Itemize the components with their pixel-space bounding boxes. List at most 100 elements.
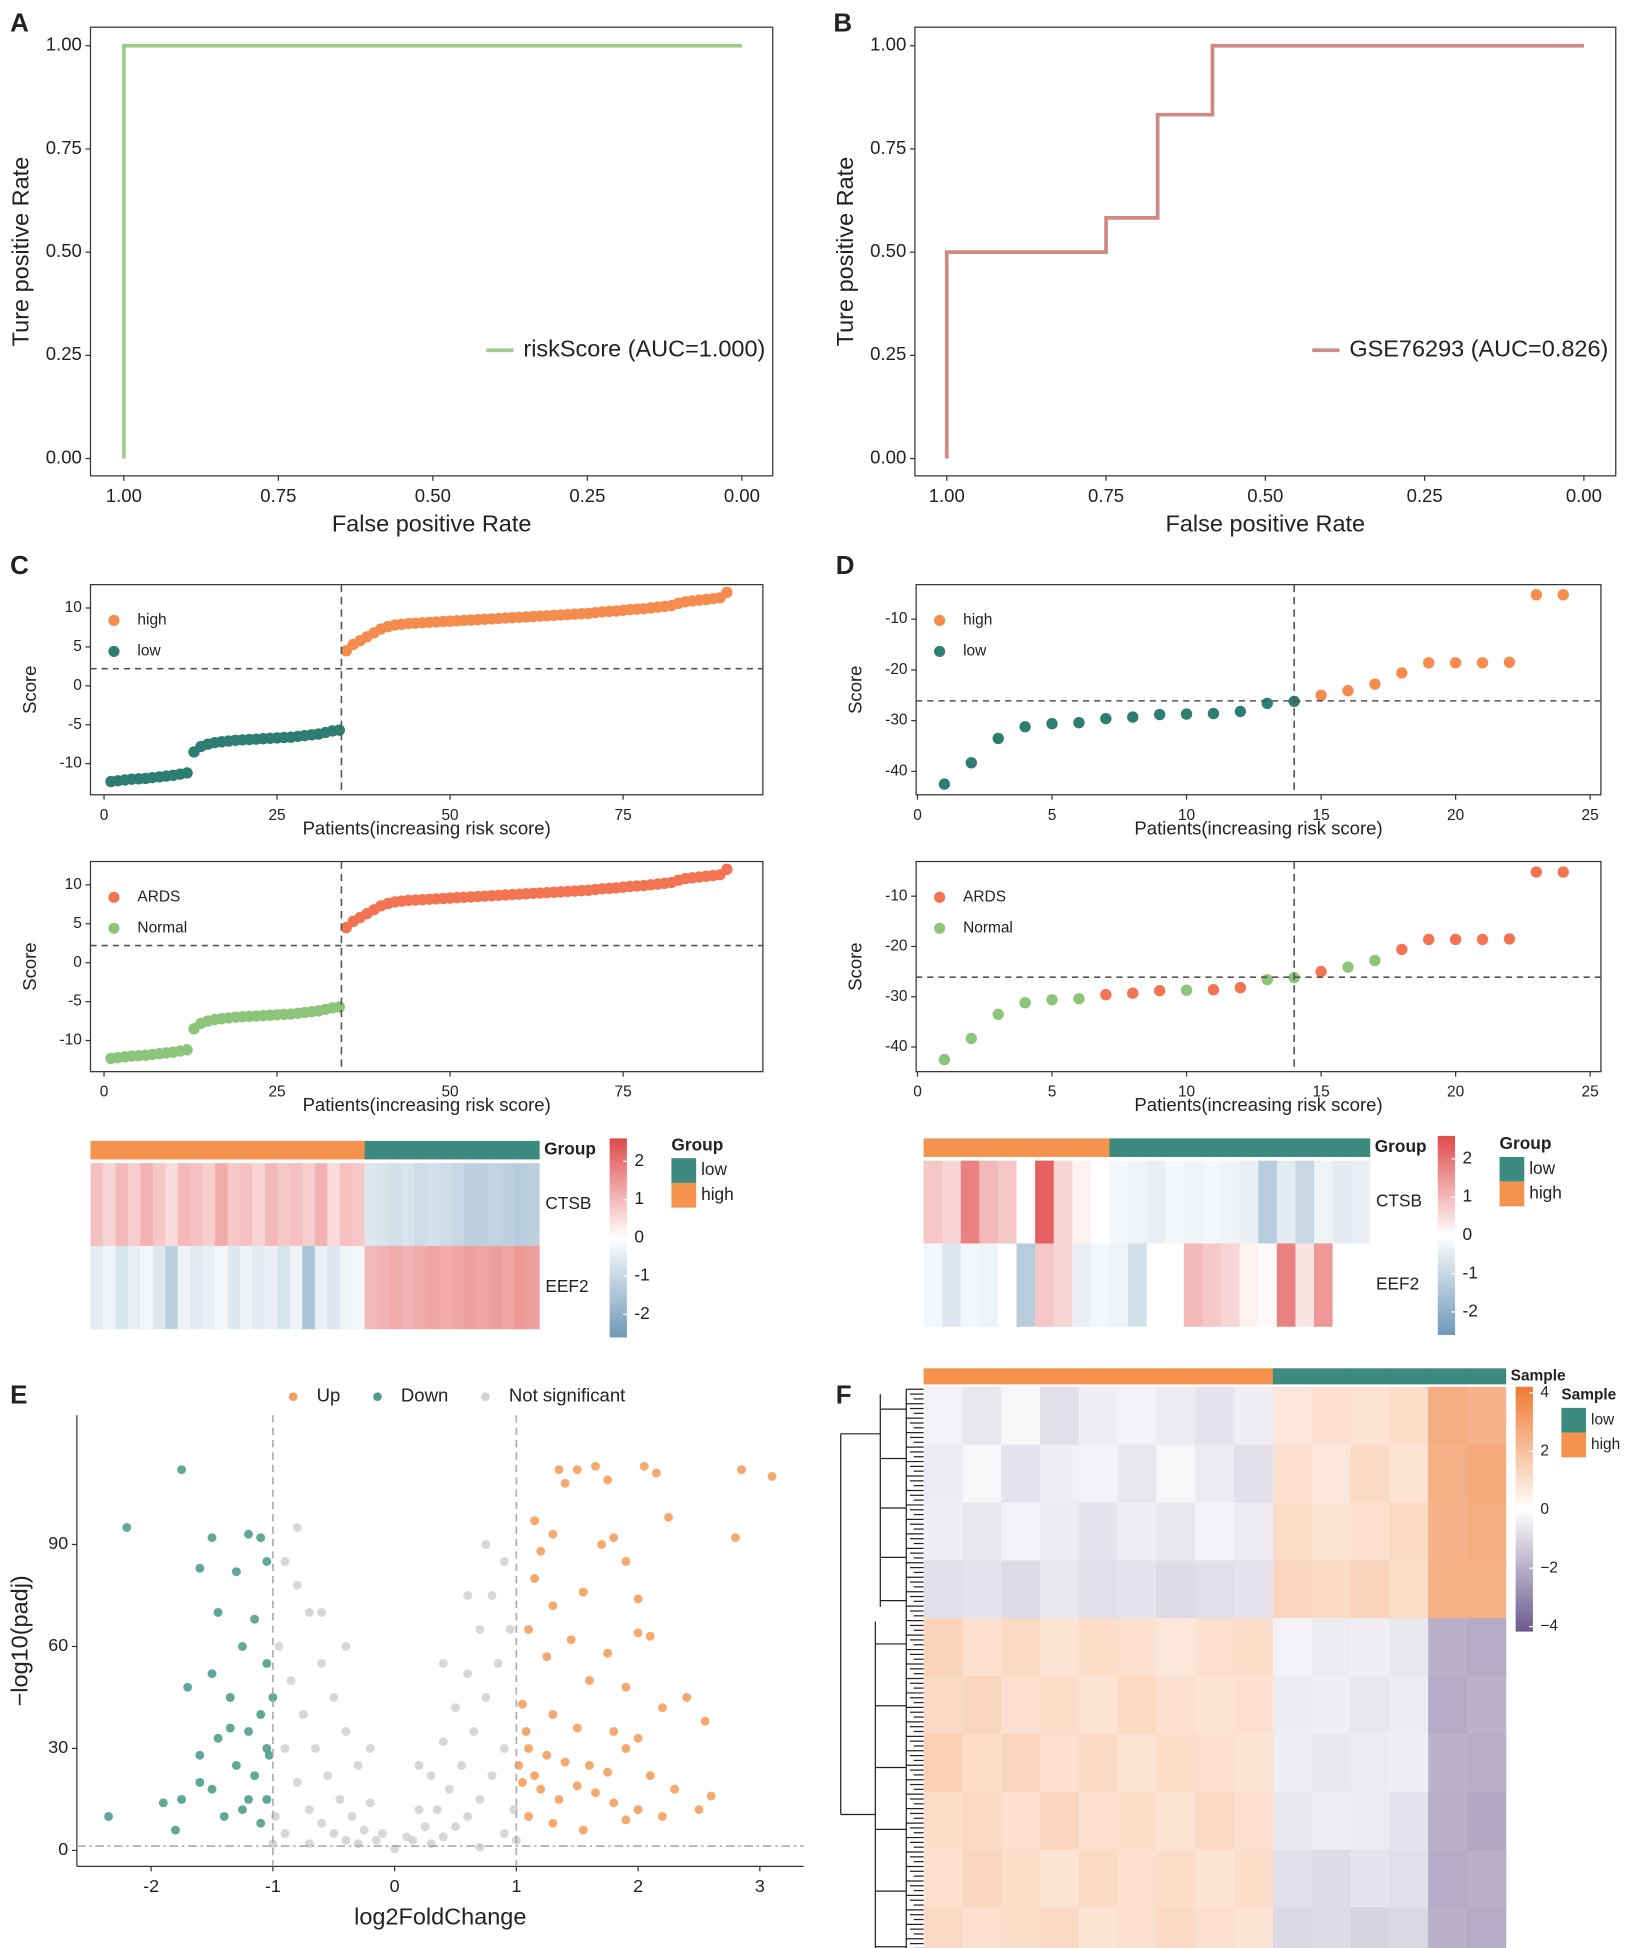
point xyxy=(414,1805,424,1815)
heat-cell xyxy=(426,1163,440,1247)
group-cell xyxy=(1221,1138,1241,1157)
point xyxy=(1100,712,1112,725)
x-axis-label: log2FoldChange xyxy=(354,1904,526,1930)
heat-cell xyxy=(1053,1160,1073,1244)
group-cell xyxy=(227,1140,241,1160)
y-tick-label: -5 xyxy=(68,993,82,1010)
heat-cell xyxy=(1016,1243,1036,1327)
heat-cell xyxy=(1146,1243,1166,1327)
point xyxy=(183,1682,193,1692)
legend-label: GSE76293 (AUC=0.826) xyxy=(1349,335,1608,361)
point xyxy=(645,1631,655,1641)
heat-cell xyxy=(1183,1160,1203,1244)
color-bar-label: -2 xyxy=(1462,1301,1477,1321)
point xyxy=(700,1716,710,1726)
heat-cell xyxy=(923,1502,963,1561)
heat-cell xyxy=(352,1163,366,1247)
point xyxy=(524,1625,533,1634)
point xyxy=(317,1659,327,1668)
heat-cell xyxy=(1311,1502,1351,1561)
point xyxy=(1396,667,1408,679)
heat-cell xyxy=(962,1502,1002,1561)
heat-cell xyxy=(1313,1243,1334,1327)
legend-label: low xyxy=(1529,1158,1555,1178)
group-cell xyxy=(942,1138,962,1157)
point xyxy=(621,1743,631,1753)
group-cell xyxy=(439,1140,453,1160)
color-bar xyxy=(609,1138,627,1338)
point xyxy=(517,1777,527,1787)
point xyxy=(657,1811,667,1821)
color-bar-label: 2 xyxy=(1540,1442,1549,1459)
heat-cell xyxy=(960,1160,980,1244)
heat-cell xyxy=(1311,1733,1351,1793)
heat-cell xyxy=(923,1618,963,1677)
point xyxy=(664,1512,673,1522)
point xyxy=(737,1465,747,1475)
heat-cell xyxy=(377,1245,391,1330)
heat-cell xyxy=(1001,1560,1041,1619)
point xyxy=(536,1546,546,1556)
heat-cell xyxy=(302,1245,316,1330)
heat-cell xyxy=(1156,1849,1196,1908)
color-bar-label: 1 xyxy=(1462,1186,1472,1206)
legend-label: high xyxy=(1591,1436,1620,1453)
heat-cell xyxy=(1234,1791,1274,1851)
roc-line xyxy=(944,43,1584,459)
heat-cell xyxy=(1466,1676,1507,1735)
heat-cell xyxy=(1428,1386,1468,1446)
heat-cell xyxy=(1195,1386,1235,1446)
heat-cell xyxy=(240,1163,253,1247)
point xyxy=(292,1523,302,1532)
x-tick-label: 25 xyxy=(1582,807,1599,824)
heat-cell xyxy=(1078,1560,1119,1619)
x-tick-label: 0 xyxy=(913,1084,922,1101)
heat-cell xyxy=(277,1245,291,1330)
legend-swatch xyxy=(671,1158,697,1183)
y-tick-label: 5 xyxy=(73,638,82,655)
point xyxy=(530,1516,540,1526)
x-tick-label: 1.00 xyxy=(929,485,965,506)
legend-swatch xyxy=(1561,1407,1587,1433)
heat-cell xyxy=(1001,1791,1041,1851)
group-cell xyxy=(389,1140,403,1160)
heat-cell xyxy=(923,1160,943,1244)
y-tick-label: -10 xyxy=(60,755,82,772)
x-axis-label: False positive Rate xyxy=(1166,511,1366,537)
heat-cell xyxy=(1001,1502,1041,1561)
color-bar-label: −2 xyxy=(1540,1559,1558,1576)
heat-cell xyxy=(1234,1560,1274,1619)
heat-cell xyxy=(526,1163,540,1247)
heat-cell xyxy=(339,1163,353,1247)
y-tick-label: 10 xyxy=(65,876,82,893)
point xyxy=(621,1815,631,1825)
point xyxy=(487,1771,497,1781)
y-tick-label: -30 xyxy=(885,712,907,729)
point xyxy=(481,1540,491,1549)
heat-cell xyxy=(1202,1243,1222,1327)
y-tick-label: -20 xyxy=(885,938,907,955)
heat-cell xyxy=(1039,1733,1080,1793)
group-cell xyxy=(1239,1138,1259,1157)
heat-cell xyxy=(923,1849,963,1908)
group-cell xyxy=(1466,1368,1507,1385)
point xyxy=(1530,589,1543,601)
point xyxy=(341,1642,351,1651)
x-tick-label: 0.00 xyxy=(724,485,760,506)
heat-cell xyxy=(962,1618,1002,1677)
heat-cell xyxy=(1428,1444,1468,1504)
x-tick-label: -2 xyxy=(143,1876,159,1896)
color-bar-label: 0 xyxy=(634,1226,644,1246)
y-tick-label: 0 xyxy=(58,1839,68,1859)
color-bar-label: 0 xyxy=(1462,1224,1472,1244)
point xyxy=(457,1760,467,1770)
heat-cell xyxy=(1109,1160,1129,1244)
heat-cell xyxy=(1311,1444,1351,1504)
heat-cell xyxy=(1117,1386,1157,1446)
group-cell xyxy=(1001,1368,1041,1385)
x-tick-label: 0.00 xyxy=(1566,485,1602,506)
heat-cell xyxy=(1272,1618,1313,1677)
heat-cell xyxy=(302,1163,316,1247)
point xyxy=(311,1743,320,1753)
point xyxy=(444,1784,454,1794)
